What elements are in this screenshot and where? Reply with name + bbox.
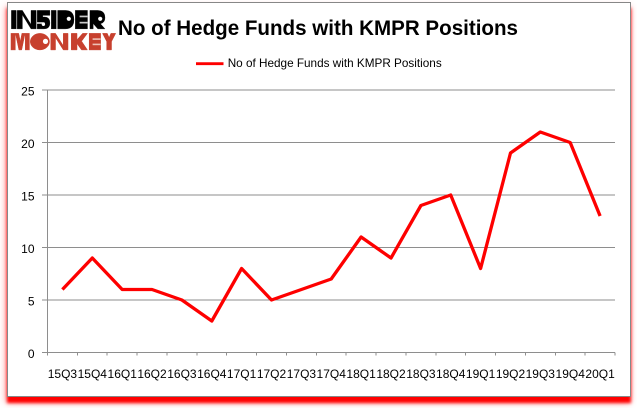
svg-text:16Q3: 16Q3: [167, 367, 197, 381]
svg-text:15Q3: 15Q3: [48, 367, 78, 381]
svg-text:19Q4: 19Q4: [556, 367, 586, 381]
svg-text:16Q2: 16Q2: [137, 367, 167, 381]
svg-text:10: 10: [21, 242, 35, 256]
svg-text:20: 20: [21, 137, 35, 151]
svg-text:18Q1: 18Q1: [346, 367, 376, 381]
svg-text:15Q4: 15Q4: [78, 367, 108, 381]
svg-text:16Q4: 16Q4: [197, 367, 227, 381]
svg-text:17Q1: 17Q1: [227, 367, 257, 381]
svg-text:18Q2: 18Q2: [376, 367, 406, 381]
svg-text:18Q4: 18Q4: [436, 367, 466, 381]
svg-text:25: 25: [21, 84, 35, 98]
svg-text:19Q2: 19Q2: [496, 367, 526, 381]
svg-text:No of Hedge Funds with KMPR Po: No of Hedge Funds with KMPR Positions: [118, 17, 518, 40]
svg-text:17Q2: 17Q2: [257, 367, 287, 381]
svg-text:17Q3: 17Q3: [287, 367, 317, 381]
svg-text:15: 15: [21, 189, 35, 203]
svg-text:18Q3: 18Q3: [406, 367, 436, 381]
svg-text:19Q1: 19Q1: [466, 367, 496, 381]
svg-text:0: 0: [28, 347, 35, 361]
svg-text:No of Hedge Funds with KMPR Po: No of Hedge Funds with KMPR Positions: [228, 56, 442, 70]
svg-text:17Q4: 17Q4: [317, 367, 347, 381]
svg-text:5: 5: [28, 294, 35, 308]
svg-text:20Q1: 20Q1: [585, 367, 615, 381]
svg-text:16Q1: 16Q1: [108, 367, 138, 381]
svg-text:19Q3: 19Q3: [526, 367, 556, 381]
